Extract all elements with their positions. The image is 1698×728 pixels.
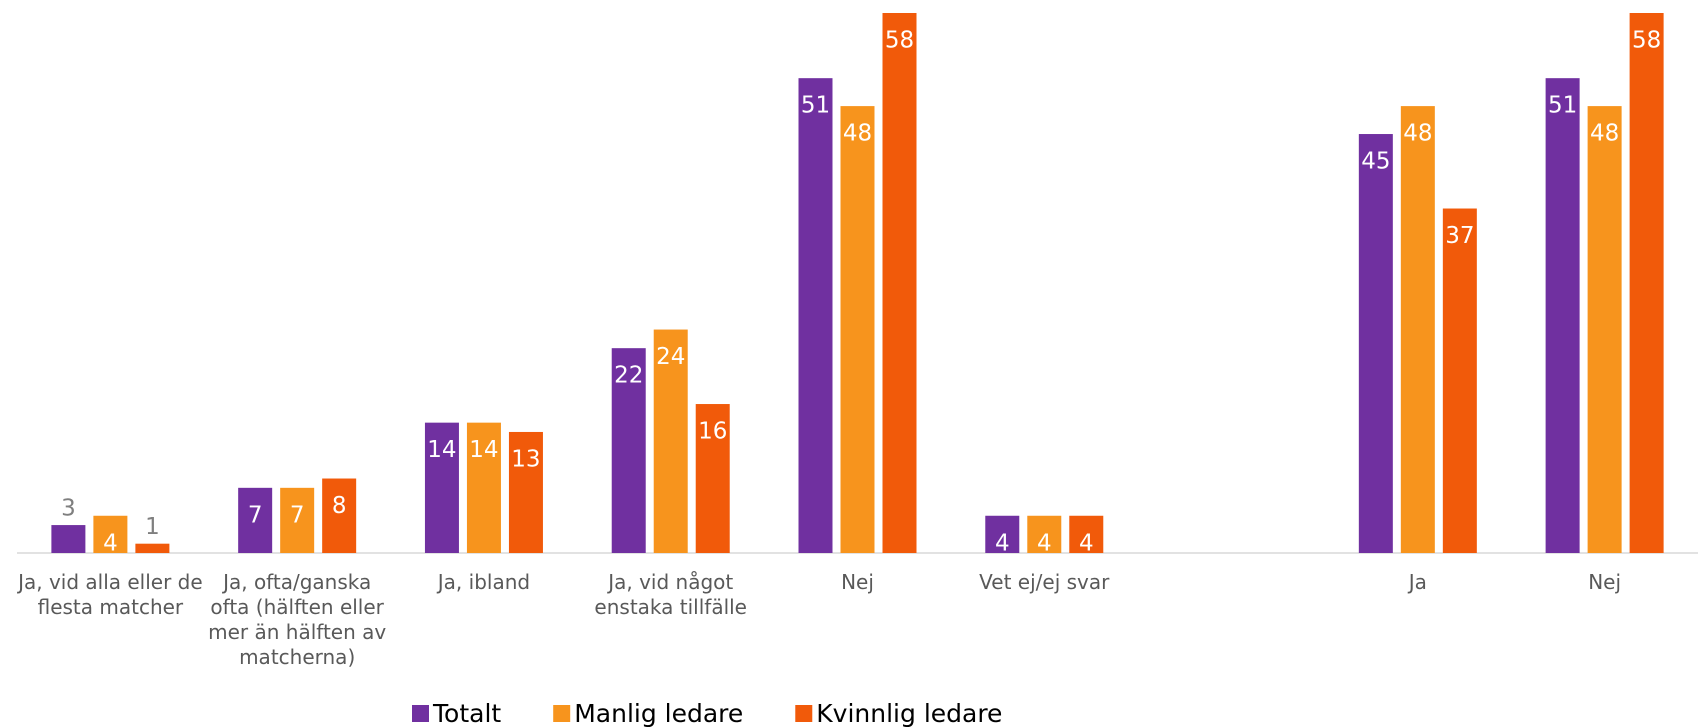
label-line: Nej	[841, 570, 874, 594]
bar	[653, 329, 688, 553]
label-line: Ja, vid något	[606, 570, 733, 594]
bar	[840, 106, 875, 553]
label-line: Ja	[1407, 570, 1427, 594]
label-line: Vet ej/ej svar	[979, 570, 1110, 594]
bar	[466, 422, 501, 553]
data-label: 14	[469, 437, 498, 463]
bar	[985, 515, 1020, 553]
bar	[1442, 208, 1477, 553]
bar	[1358, 134, 1393, 553]
x-tick-label: Nej	[1588, 570, 1621, 594]
bar	[238, 487, 273, 553]
x-tick-label: Ja, ofta/ganska ofta (hälften eller mer än…	[208, 570, 386, 669]
label-line: enstaka tillfälle	[594, 595, 747, 619]
data-label: 4	[103, 530, 118, 556]
bar	[1027, 515, 1062, 553]
data-label: 51	[1548, 93, 1577, 119]
data-label: 22	[614, 363, 643, 389]
legend-label: Kvinnlig ledare	[816, 699, 1002, 728]
bar	[322, 478, 357, 553]
x-tick-label: Nej	[841, 570, 874, 594]
label-line: mer än hälften av	[208, 620, 386, 644]
label-line: ofta (hälften eller	[210, 595, 384, 619]
bar	[280, 487, 315, 553]
data-label: 4	[1037, 530, 1052, 556]
data-label: 48	[1590, 121, 1619, 147]
legend-label: Totalt	[432, 699, 501, 728]
data-label: 37	[1445, 223, 1474, 249]
legend-label: Manlig ledare	[574, 699, 743, 728]
x-tick-label: Ja	[1407, 570, 1427, 594]
data-label: 4	[1079, 530, 1094, 556]
data-label: 8	[332, 493, 347, 519]
label-line: Ja, vid alla eller de	[16, 570, 203, 594]
legend-swatch	[412, 705, 429, 722]
x-tick-label: Ja, vid alla eller de flesta matcher	[16, 570, 203, 619]
bar	[882, 13, 917, 553]
bar	[1545, 78, 1580, 553]
bar	[1629, 13, 1664, 553]
data-label: 7	[290, 502, 305, 528]
data-label: 16	[698, 419, 727, 445]
data-label: 58	[1632, 28, 1661, 54]
data-label: 3	[61, 496, 76, 522]
legend-swatch	[795, 705, 813, 722]
bar	[695, 404, 730, 553]
data-label: 51	[801, 93, 830, 119]
label-line: Ja, ofta/ganska	[221, 570, 371, 594]
x-tick-label: Ja, vid något enstaka tillfälle	[594, 570, 747, 619]
bar	[1069, 515, 1104, 553]
label-line: Nej	[1588, 570, 1621, 594]
data-label: 24	[656, 344, 685, 370]
data-label: 1	[145, 514, 160, 540]
data-label: 48	[1403, 121, 1432, 147]
bar	[1400, 106, 1435, 553]
x-tick-label: Ja, ibland	[436, 570, 530, 594]
x-tick-label: Vet ej/ej svar	[979, 570, 1110, 594]
bar	[51, 525, 86, 553]
bar	[798, 78, 833, 553]
bar	[611, 348, 646, 553]
data-label: 7	[248, 502, 263, 528]
data-label: 58	[885, 28, 914, 54]
label-line: Ja, ibland	[436, 570, 530, 594]
bar	[1587, 106, 1622, 553]
bar	[135, 543, 170, 553]
bar	[508, 431, 543, 553]
data-label: 14	[427, 437, 456, 463]
bar	[93, 515, 128, 553]
legend-swatch	[553, 705, 571, 722]
label-line: flesta matcher	[38, 595, 184, 619]
bar	[424, 422, 459, 553]
label-line: matcherna)	[239, 645, 355, 669]
data-label: 48	[843, 121, 872, 147]
data-label: 4	[995, 530, 1010, 556]
data-label: 45	[1361, 149, 1390, 175]
data-label: 13	[511, 446, 540, 472]
